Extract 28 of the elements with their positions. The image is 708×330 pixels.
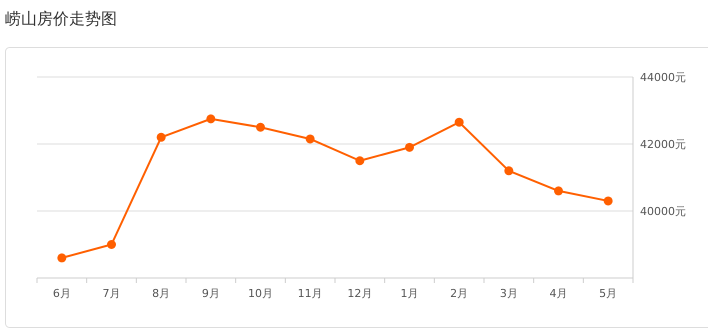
x-tick-label: 3月 — [500, 287, 518, 300]
point — [554, 186, 563, 196]
point — [355, 156, 364, 166]
chart-title: 崂山房价走势图 — [5, 9, 117, 28]
x-tick-label: 8月 — [152, 287, 170, 300]
y-tick-label: 42000元 — [640, 138, 686, 151]
point — [156, 132, 166, 142]
x-tick-label: 6月 — [52, 287, 71, 300]
x-tick-label: 11月 — [298, 287, 323, 300]
point — [604, 196, 613, 206]
point — [256, 122, 265, 132]
point — [405, 142, 414, 152]
point — [57, 253, 66, 262]
point — [306, 134, 315, 144]
x-tick-label: 4月 — [550, 287, 568, 300]
x-tick-label: 7月 — [102, 287, 120, 300]
y-tick-label: 40000元 — [640, 205, 686, 218]
x-tick-label: 12月 — [347, 287, 372, 300]
x-tick-label: 1月 — [400, 287, 418, 300]
point — [206, 114, 216, 124]
point — [504, 166, 514, 176]
y-tick-label: 44000元 — [640, 71, 686, 84]
x-tick-label: 10月 — [248, 287, 273, 300]
point — [454, 118, 464, 127]
x-tick-label: 5月 — [599, 287, 618, 300]
x-tick-label: 2月 — [450, 287, 468, 300]
point — [107, 240, 116, 249]
x-tick-label: 9月 — [202, 287, 220, 300]
